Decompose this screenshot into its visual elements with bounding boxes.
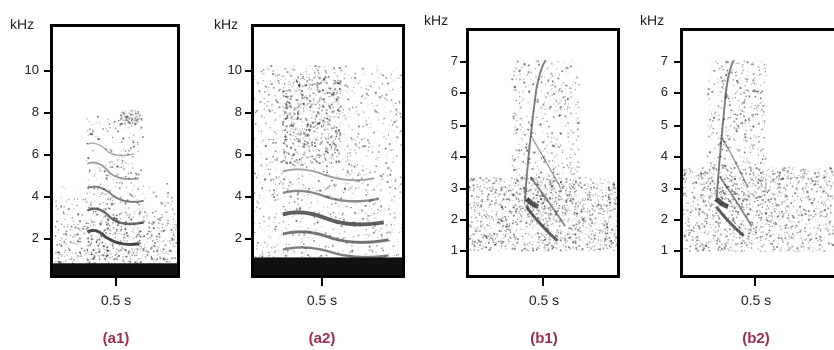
tick-mark (674, 92, 680, 94)
frequency-tick-label: 3 (660, 180, 668, 195)
frequency-tick-label: 7 (450, 53, 458, 68)
frequency-unit-label: kHz (214, 16, 239, 32)
time-scale-label: 0.5 s (306, 292, 338, 308)
spectrogram-panel-a2: kHz 10 8 6 4 2 0.5 s (a2) (206, 0, 416, 350)
tick-mark (44, 238, 50, 240)
frequency-tick-label: 8 (234, 104, 242, 119)
frequency-unit-label: kHz (10, 16, 35, 32)
time-tick-mark (115, 278, 117, 286)
tick-mark (674, 156, 680, 158)
spectrogram-image (53, 109, 177, 275)
tick-mark (460, 61, 466, 63)
time-scale-label: 0.5 s (100, 292, 132, 308)
tick-mark (44, 196, 50, 198)
frequency-tick-label: 10 (24, 62, 39, 77)
frequency-tick-label: 6 (234, 146, 242, 161)
tick-mark (460, 156, 466, 158)
spectrogram-plot (466, 28, 620, 278)
spectrogram-panel-b2: kHz 7 6 5 4 3 2 1 0.5 s (b2) (634, 0, 834, 350)
tick-mark (245, 154, 251, 156)
frequency-tick-label: 2 (450, 211, 458, 226)
tick-mark (245, 112, 251, 114)
frequency-tick-label: 2 (31, 230, 39, 245)
frequency-tick-label: 4 (31, 188, 39, 203)
tick-mark (460, 250, 466, 252)
time-scale-label: 0.5 s (740, 292, 772, 308)
frequency-tick-label: 2 (660, 211, 668, 226)
spectrogram-panel-b1: kHz 7 6 5 4 3 2 1 0.5 s (b1) (420, 0, 630, 350)
tick-mark (245, 196, 251, 198)
tick-mark (44, 154, 50, 156)
frequency-tick-label: 3 (450, 180, 458, 195)
tick-mark (460, 219, 466, 221)
tick-mark (460, 188, 466, 190)
spectrogram-image (683, 59, 834, 275)
tick-mark (674, 219, 680, 221)
tick-mark (245, 238, 251, 240)
panel-caption: (b2) (742, 330, 770, 347)
panel-caption: (a2) (308, 330, 336, 347)
spectrogram-image (469, 59, 617, 275)
spectrogram-plot (50, 24, 180, 278)
frequency-tick-label: 7 (660, 53, 668, 68)
frequency-tick-label: 5 (450, 117, 458, 132)
spectrogram-plot (251, 24, 405, 278)
frequency-tick-label: 8 (31, 104, 39, 119)
frequency-tick-label: 10 (227, 62, 242, 77)
frequency-tick-label: 1 (450, 242, 458, 257)
spectrogram-panel-a1: kHz 10 8 6 4 2 0.5 s (a1) (0, 0, 200, 350)
tick-mark (44, 70, 50, 72)
frequency-tick-label: 6 (450, 84, 458, 99)
time-scale-label: 0.5 s (528, 292, 560, 308)
spectrogram-plot (680, 28, 834, 278)
time-tick-mark (542, 278, 544, 286)
tick-mark (674, 188, 680, 190)
frequency-tick-label: 4 (234, 188, 242, 203)
frequency-tick-label: 6 (660, 84, 668, 99)
frequency-unit-label: kHz (424, 12, 449, 28)
frequency-tick-label: 6 (31, 146, 39, 161)
frequency-tick-label: 1 (660, 242, 668, 257)
panel-caption: (a1) (102, 330, 130, 347)
time-tick-mark (321, 278, 323, 286)
tick-mark (674, 250, 680, 252)
tick-mark (245, 70, 251, 72)
tick-mark (674, 61, 680, 63)
tick-mark (44, 112, 50, 114)
frequency-tick-label: 4 (450, 148, 458, 163)
frequency-unit-label: kHz (640, 12, 665, 28)
frequency-tick-label: 2 (234, 230, 242, 245)
tick-mark (674, 125, 680, 127)
tick-mark (460, 92, 466, 94)
tick-mark (460, 125, 466, 127)
spectrogram-image (254, 65, 402, 275)
frequency-tick-label: 4 (660, 148, 668, 163)
time-tick-mark (754, 278, 756, 286)
panel-caption: (b1) (530, 330, 558, 347)
frequency-tick-label: 5 (660, 117, 668, 132)
